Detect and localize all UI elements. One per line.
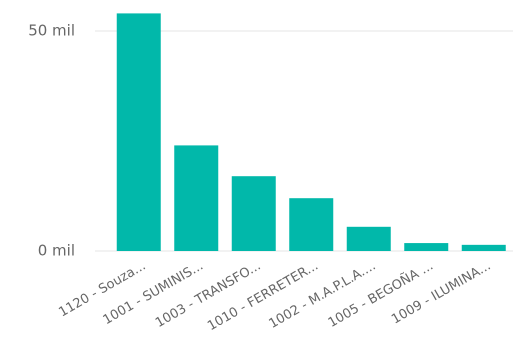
x-tick-label: 1009 - ILUMINA... bbox=[389, 259, 493, 328]
bar bbox=[174, 145, 219, 251]
bar bbox=[461, 244, 506, 251]
bar bbox=[289, 198, 334, 251]
y-tick-label: 50 mil bbox=[28, 22, 75, 40]
bar bbox=[404, 243, 449, 251]
bar bbox=[231, 176, 276, 251]
x-tick-label: 1005 - BEGOÑA ... bbox=[325, 258, 436, 331]
bar bbox=[116, 13, 161, 252]
bar bbox=[346, 226, 391, 251]
y-tick-label: 0 mil bbox=[38, 242, 75, 260]
x-tick-label: 1002 - M.A.P.L.A.... bbox=[266, 259, 378, 332]
